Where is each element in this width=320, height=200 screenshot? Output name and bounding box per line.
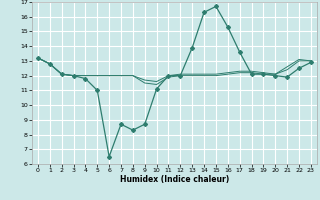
X-axis label: Humidex (Indice chaleur): Humidex (Indice chaleur) xyxy=(120,175,229,184)
